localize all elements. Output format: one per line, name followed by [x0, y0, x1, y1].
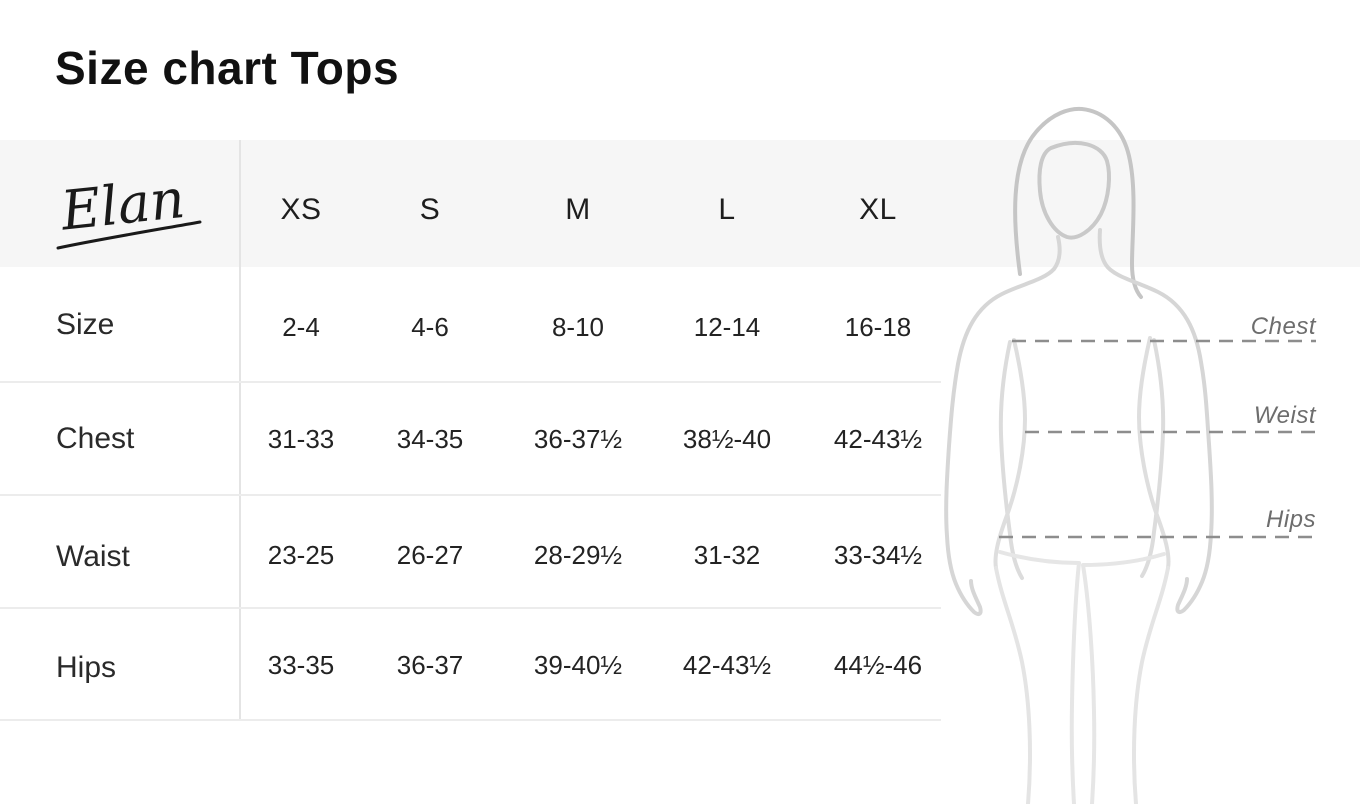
column-header-m: M — [565, 193, 591, 226]
left-inner-leg-line — [998, 550, 1081, 804]
left-torso-outline — [993, 338, 1027, 570]
brand-logo-text: Elan — [57, 167, 188, 243]
table-cell: 36-37 — [396, 650, 464, 680]
table-cell: 36-37½ — [533, 424, 623, 454]
right-leg-outline — [1132, 566, 1170, 804]
table-cell: 42-43½ — [833, 424, 923, 454]
chest-label: Chest — [1250, 313, 1316, 340]
column-header-xl: XL — [859, 193, 897, 226]
weist-label: Weist — [1253, 402, 1316, 429]
table-cell: 8-10 — [551, 312, 605, 342]
table-cell: 28-29½ — [533, 540, 623, 570]
column-header-xs: XS — [280, 193, 322, 226]
right-arm-outline — [1097, 228, 1214, 615]
table-cell: 33-35 — [267, 650, 335, 680]
column-header-l: L — [718, 193, 736, 226]
face-outline — [1037, 140, 1111, 240]
hips-label: Hips — [1265, 506, 1316, 533]
table-cell: 2-4 — [282, 312, 320, 342]
row-divider — [0, 607, 941, 609]
table-cell: 12-14 — [693, 312, 761, 342]
right-inner-leg-line — [1081, 552, 1166, 804]
table-cell: 39-40½ — [533, 650, 623, 680]
table-cell: 31-32 — [693, 540, 761, 570]
row-divider — [0, 494, 941, 496]
table-cell: 26-27 — [396, 540, 464, 570]
table-cell: 44½-46 — [833, 650, 923, 680]
row-label-waist: Waist — [56, 540, 130, 573]
table-cell: 23-25 — [267, 540, 335, 570]
row-label-hips: Hips — [56, 651, 117, 684]
female-body-silhouette — [944, 106, 1316, 804]
right-arm-inner-line — [1140, 338, 1166, 578]
left-arm-inner-line — [998, 340, 1024, 580]
table-cell: 31-33 — [267, 424, 335, 454]
table-cell: 16-18 — [844, 312, 912, 342]
table-vertical-divider — [239, 140, 241, 721]
column-header-s: S — [419, 193, 441, 226]
table-cell: 42-43½ — [682, 650, 772, 680]
table-cell: 38½-40 — [682, 424, 772, 454]
hair-outline — [1013, 106, 1143, 299]
table-cell: 34-35 — [396, 424, 464, 454]
logo-underline-swash — [56, 220, 202, 250]
page-title: Size chart Tops — [55, 42, 400, 94]
right-torso-outline — [1137, 336, 1171, 570]
left-arm-outline — [944, 235, 1062, 617]
row-divider — [0, 381, 941, 383]
row-label-chest: Chest — [56, 422, 135, 455]
brand-logo: Elan — [56, 167, 202, 250]
row-label-size: Size — [56, 308, 115, 341]
table-cell: 33-34½ — [833, 540, 923, 570]
table-bottom-border — [0, 719, 941, 721]
left-leg-outline — [994, 566, 1032, 804]
table-cell: 4-6 — [411, 312, 449, 342]
